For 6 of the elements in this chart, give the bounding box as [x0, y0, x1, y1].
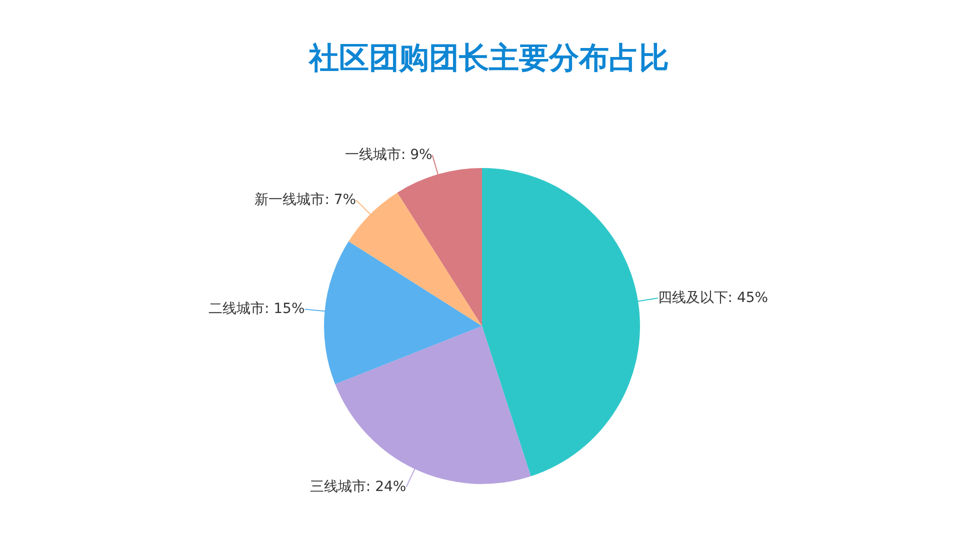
- slice-label: 四线及以下: 45%: [658, 290, 768, 306]
- slice-label: 二线城市: 15%: [208, 301, 305, 318]
- chart-title: 社区团购团长主要分布占比: [307, 40, 670, 78]
- slice-label: 一线城市: 9%: [344, 147, 432, 164]
- slice-label: 新一线城市: 7%: [254, 192, 356, 208]
- slice-label: 三线城市: 24%: [310, 479, 406, 496]
